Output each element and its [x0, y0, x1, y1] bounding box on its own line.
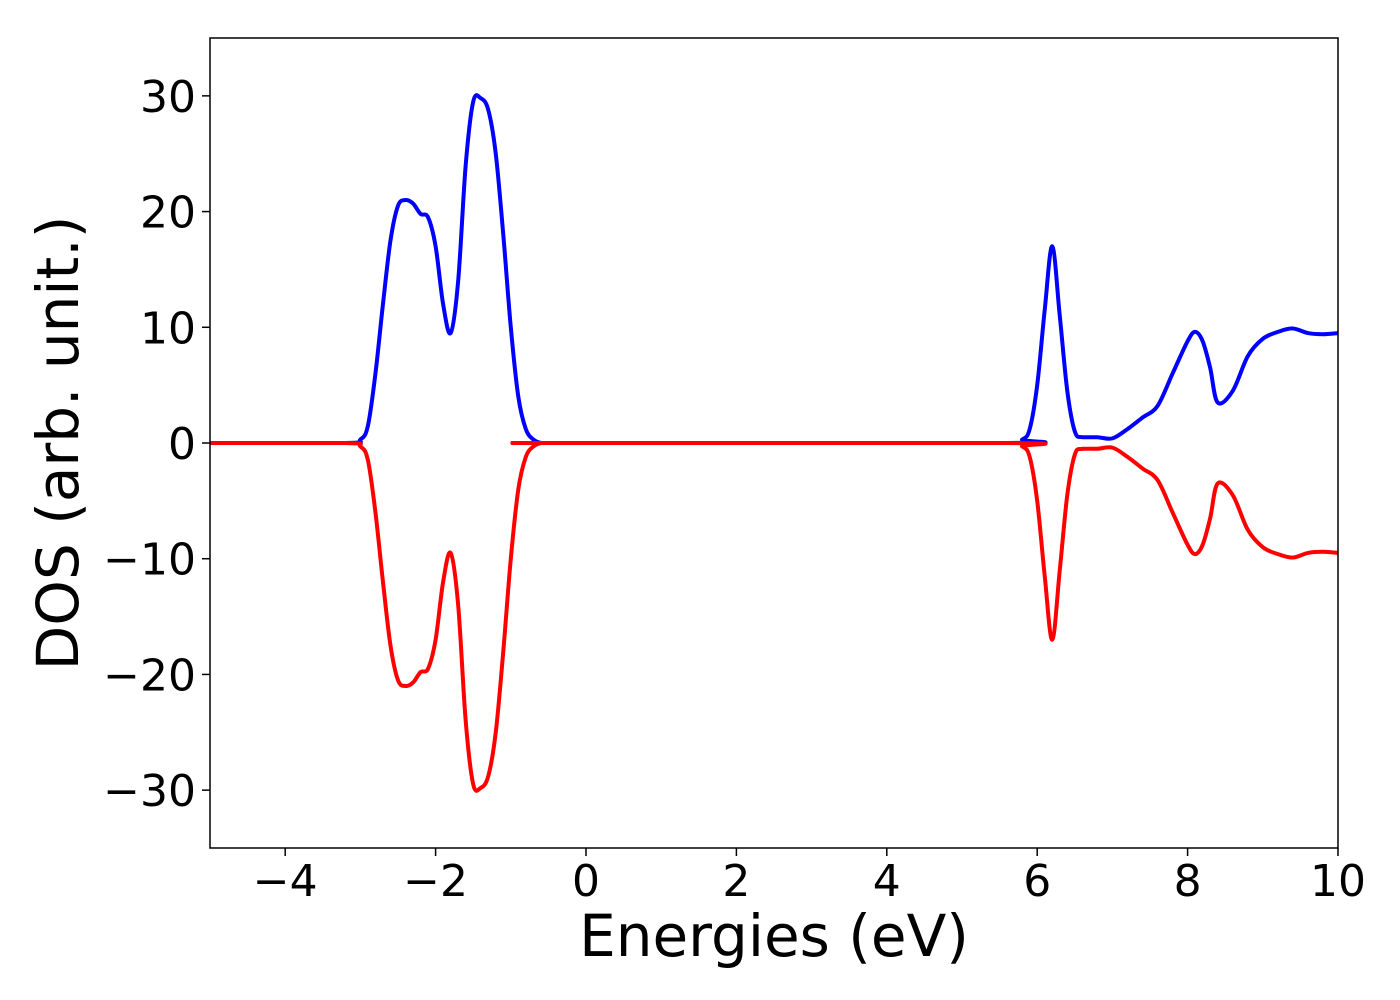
y-tick-label: 0 [168, 419, 196, 470]
y-tick-label: 20 [140, 188, 196, 239]
x-axis-ticks: −4 −2 0 2 4 6 8 10 [253, 848, 1366, 907]
y-tick-label: 30 [140, 72, 196, 123]
y-tick-label: −30 [103, 766, 196, 817]
dos-series-up [210, 93, 1338, 446]
y-axis-title: DOS (arb. unit.) [24, 216, 92, 671]
x-axis-title: Energies (eV) [579, 902, 969, 970]
x-tick-label: 10 [1310, 856, 1366, 907]
y-tick-label: −20 [103, 650, 196, 701]
y-tick-label: −10 [103, 535, 196, 586]
x-tick-label: 8 [1174, 856, 1202, 907]
x-tick-label: 0 [572, 856, 600, 907]
x-tick-label: 2 [722, 856, 750, 907]
y-tick-label: 10 [140, 303, 196, 354]
dos-series-down [210, 440, 1338, 793]
x-tick-label: −4 [253, 856, 318, 907]
series-layer [210, 93, 1338, 793]
x-tick-label: −2 [403, 856, 468, 907]
y-axis-ticks: 30 20 10 0 −10 −20 −30 [103, 72, 210, 817]
x-tick-label: 4 [873, 856, 901, 907]
x-tick-label: 6 [1023, 856, 1051, 907]
